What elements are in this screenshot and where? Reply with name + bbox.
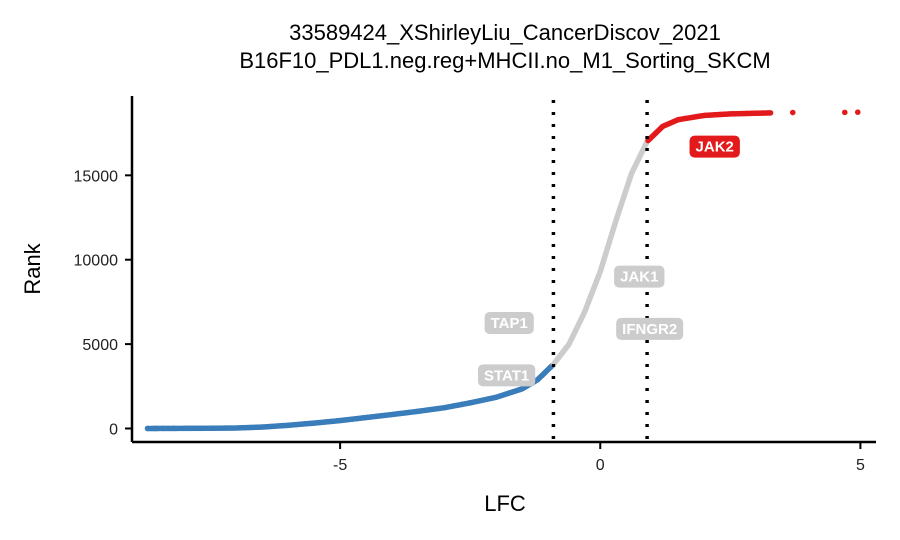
gene-label: TAP1 bbox=[484, 312, 534, 335]
gene-label-box bbox=[477, 364, 536, 387]
x-axis-ticks: -5 0 5 bbox=[333, 442, 865, 474]
x-tick-label: -5 bbox=[333, 457, 347, 474]
gene-label-box bbox=[616, 317, 684, 340]
x-tick-label: 0 bbox=[596, 457, 605, 474]
gene-label-box bbox=[614, 265, 665, 288]
x-axis-title: LFC bbox=[484, 491, 526, 516]
gene-label-text: JAK2 bbox=[696, 139, 734, 156]
y-tick-label: 0 bbox=[109, 421, 118, 438]
y-axis-ticks: 0 5000 10000 15000 bbox=[74, 168, 132, 438]
gene-label: JAK2 bbox=[689, 135, 740, 158]
data-point bbox=[789, 109, 796, 116]
y-axis-title: Rank bbox=[20, 242, 45, 294]
data-point bbox=[160, 425, 167, 432]
y-tick-label: 10000 bbox=[74, 253, 119, 270]
y-tick-label: 15000 bbox=[74, 168, 119, 185]
data-point bbox=[144, 425, 151, 432]
data-point bbox=[767, 110, 774, 116]
data-point bbox=[841, 109, 848, 116]
gene-label-text: IFNGR2 bbox=[622, 321, 677, 338]
gene-label-text: STAT1 bbox=[484, 367, 529, 384]
gene-label: JAK1 bbox=[614, 265, 665, 288]
gene-label-text: JAK1 bbox=[620, 269, 658, 286]
gene-label-text: TAP1 bbox=[491, 315, 528, 332]
chart-subtitle: B16F10_PDL1.neg.reg+MHCII.no_M1_Sorting_… bbox=[239, 48, 770, 73]
gene-label: IFNGR2 bbox=[616, 317, 684, 340]
x-tick-label: 5 bbox=[856, 457, 865, 474]
gene-label: STAT1 bbox=[477, 364, 536, 387]
gene-label-box bbox=[484, 312, 534, 335]
data-point bbox=[170, 425, 177, 432]
gene-label-box bbox=[689, 135, 740, 158]
chart-title: 33589424_XShirleyLiu_CancerDiscov_2021 bbox=[289, 20, 721, 45]
data-point bbox=[152, 425, 159, 432]
data-points bbox=[144, 109, 861, 432]
y-tick-label: 5000 bbox=[82, 337, 118, 354]
gene-labels: JAK2 JAK1 IFNGR2 TAP1 STAT1 bbox=[477, 135, 740, 387]
data-point bbox=[854, 109, 861, 116]
